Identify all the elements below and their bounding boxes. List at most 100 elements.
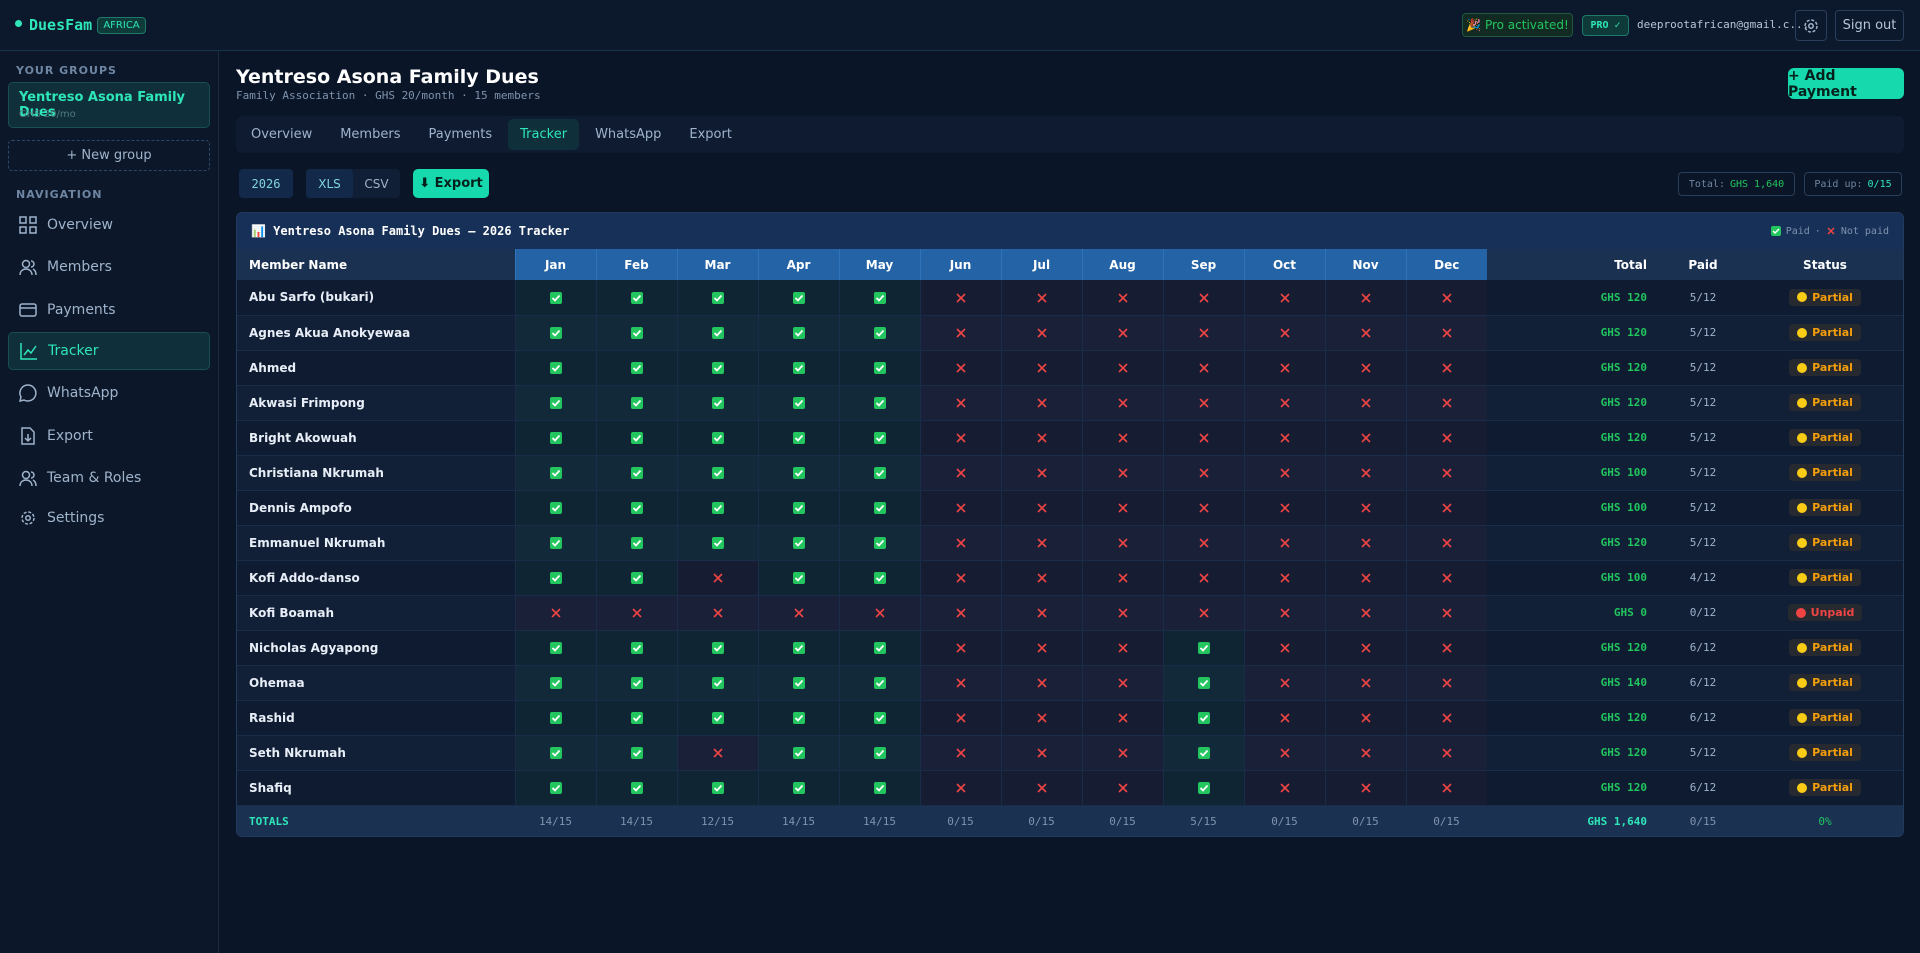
- nav-item[interactable]: Export: [8, 417, 210, 455]
- month-cell: [514, 280, 596, 316]
- payment-mark: [873, 361, 886, 374]
- status-label: Partial: [1812, 746, 1853, 759]
- tab[interactable]: Tracker: [508, 119, 580, 150]
- payment-mark: [1360, 468, 1371, 478]
- payment-mark: [630, 711, 643, 724]
- member-total: GHS 120: [1487, 385, 1661, 421]
- new-group-button[interactable]: + New group: [8, 140, 210, 171]
- sidebar: YOUR GROUPS Yentreso Asona Family Dues G…: [0, 51, 219, 953]
- month-cell: [514, 385, 596, 421]
- month-cell: [595, 350, 677, 386]
- status-cell: Partial: [1745, 490, 1903, 526]
- month-cell: [1324, 525, 1406, 561]
- month-cell: [1243, 280, 1325, 316]
- tab[interactable]: WhatsApp: [595, 127, 662, 142]
- payment-mark: [1198, 433, 1209, 443]
- member-name: Shafiq: [237, 770, 515, 806]
- month-total: 14/15: [839, 805, 920, 836]
- group-card[interactable]: Yentreso Asona Family Dues GHS 20/mo: [8, 82, 210, 128]
- status-label: Partial: [1812, 641, 1853, 654]
- payment-mark: [1036, 398, 1047, 408]
- month-cell: [919, 700, 1001, 736]
- month-cell: [1405, 735, 1487, 771]
- payment-mark: [1442, 468, 1452, 478]
- month-cell: [1162, 420, 1244, 456]
- payment-mark: [1279, 643, 1290, 653]
- sign-out-button[interactable]: Sign out: [1835, 10, 1904, 41]
- status-dot: [1797, 432, 1808, 443]
- nav-item[interactable]: Overview: [8, 206, 210, 244]
- payment-mark: [955, 538, 966, 548]
- payment-mark: [873, 711, 886, 724]
- totals-paid: 0/15: [1661, 805, 1745, 836]
- nav-item[interactable]: Members: [8, 248, 210, 286]
- payment-mark: [549, 326, 562, 339]
- status-cell: Partial: [1745, 385, 1903, 421]
- legend-label: Not paid: [1840, 225, 1889, 237]
- member-total: GHS 120: [1487, 525, 1661, 561]
- export-button[interactable]: ⬇ Export: [413, 169, 489, 198]
- payment-mark: [711, 501, 724, 514]
- gear-icon: [1804, 18, 1818, 33]
- payment-mark: [1360, 363, 1371, 373]
- payment-mark: [1036, 678, 1047, 688]
- nav-item[interactable]: Team & Roles: [8, 459, 210, 497]
- month-cell: [838, 735, 920, 771]
- tab[interactable]: Payments: [428, 127, 493, 142]
- month-cell: [919, 630, 1001, 666]
- payment-mark: [1279, 328, 1290, 338]
- month-cell: [595, 525, 677, 561]
- status-cell: Partial: [1745, 350, 1903, 386]
- nav-item[interactable]: Payments: [8, 291, 210, 329]
- payment-mark: [1279, 363, 1290, 373]
- month-cell: [1324, 560, 1406, 596]
- payment-mark: [1442, 503, 1452, 513]
- year-select[interactable]: 2026: [239, 169, 293, 198]
- settings-button[interactable]: [1795, 10, 1827, 41]
- payment-mark: [1197, 781, 1210, 794]
- payment-mark: [792, 781, 805, 794]
- format-option[interactable]: XLS: [306, 169, 353, 198]
- payment-mark: [549, 291, 562, 304]
- status-cell: Partial: [1745, 700, 1903, 736]
- month-cell: [676, 315, 758, 351]
- format-option[interactable]: CSV: [364, 176, 389, 191]
- month-cell: [595, 420, 677, 456]
- payment-mark: [1442, 643, 1452, 653]
- payment-mark: [873, 746, 886, 759]
- add-payment-button[interactable]: + Add Payment: [1788, 68, 1904, 100]
- logo-dot: [15, 20, 22, 27]
- payment-mark: [1036, 643, 1047, 653]
- nav-item[interactable]: Tracker: [8, 332, 210, 370]
- payment-mark: [955, 328, 966, 338]
- payment-mark: [792, 466, 805, 479]
- payment-mark: [1279, 783, 1290, 793]
- format-toggle: XLS CSV: [306, 169, 400, 198]
- payment-mark: [792, 431, 805, 444]
- tab[interactable]: Overview: [251, 127, 313, 142]
- month-cell: [1243, 630, 1325, 666]
- tab[interactable]: Members: [340, 127, 401, 142]
- status-dot: [1797, 782, 1808, 793]
- member-name: Akwasi Frimpong: [237, 385, 515, 421]
- month-cell: [1081, 455, 1163, 491]
- payment-mark: [1036, 538, 1047, 548]
- month-cell: [1000, 490, 1082, 526]
- month-cell: [514, 490, 596, 526]
- payment-mark: [955, 292, 966, 303]
- month-cell: [919, 490, 1001, 526]
- payment-mark: [549, 571, 562, 584]
- status-badge: Partial: [1789, 429, 1861, 446]
- brand[interactable]: DuesFam: [29, 16, 93, 34]
- tab[interactable]: Export: [689, 127, 732, 142]
- nav-item[interactable]: Settings: [8, 499, 210, 537]
- month-cell: [1405, 385, 1487, 421]
- member-total: GHS 120: [1487, 700, 1661, 736]
- payment-mark: [630, 746, 643, 759]
- status-label: Partial: [1812, 781, 1853, 794]
- column-header: Paid: [1661, 249, 1745, 280]
- payment-mark: [549, 781, 562, 794]
- nav-label: WhatsApp: [47, 385, 119, 401]
- nav-item[interactable]: WhatsApp: [8, 374, 210, 412]
- month-cell: [1162, 455, 1244, 491]
